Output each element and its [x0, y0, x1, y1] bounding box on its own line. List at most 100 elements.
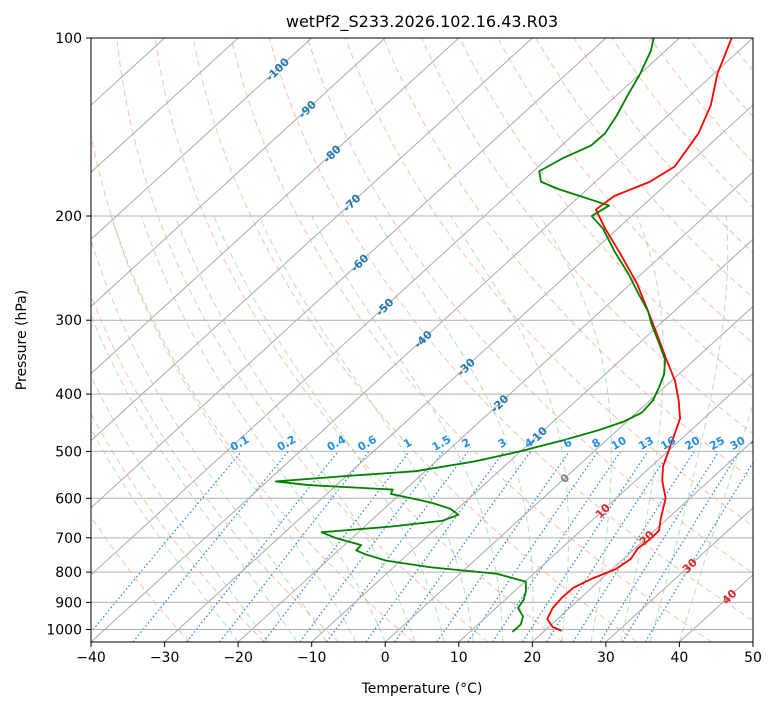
sounding-series	[274, 38, 733, 633]
mixing-ratio-line	[546, 451, 671, 642]
isotherm-line	[91, 38, 607, 509]
dry-adiabat-line	[154, 38, 563, 642]
dry-adiabat-line	[726, 38, 753, 72]
isotherm-line	[164, 104, 753, 642]
y-tick-label: 700	[55, 531, 82, 547]
moist-adiabat-line	[311, 215, 504, 642]
mixing-ratio-line	[132, 451, 289, 642]
x-tick-label: 50	[744, 650, 762, 666]
mixing-ratio-line	[492, 451, 622, 642]
moist-adiabat-line	[174, 215, 416, 642]
dry-adiabat-line	[344, 38, 753, 527]
dry-adiabat-line	[765, 38, 775, 642]
y-tick-label: 400	[55, 387, 82, 403]
isotherm-line	[458, 372, 753, 642]
x-tick-label: −30	[150, 650, 180, 666]
mixing-ratio-label: 0.1	[228, 433, 251, 454]
chart-title: wetPf2_S233.2026.102.16.43.R03	[286, 12, 558, 32]
x-tick-label: 0	[381, 650, 390, 666]
isotherm-line	[91, 38, 239, 173]
plot-area: -100-90-80-70-60-50-40-30-20-10010203040…	[91, 38, 775, 642]
isotherm-line	[384, 305, 753, 642]
y-tick-label: 800	[55, 565, 82, 581]
isotherm-line	[91, 38, 313, 241]
mixing-ratio-label: 30	[728, 434, 748, 453]
moist-adiabat-line	[620, 215, 665, 642]
mixing-ratio-line	[91, 451, 242, 634]
y-tick-label: 1000	[46, 623, 82, 639]
mixing-ratio-line	[467, 451, 599, 642]
dry-adiabat-line	[306, 38, 753, 574]
isotherm-line	[91, 38, 460, 375]
mixing-ratio-label: 36	[748, 434, 768, 453]
mixing-ratio-label: 16	[658, 434, 678, 453]
isotherm-line	[311, 238, 753, 642]
dry-adiabat-line	[91, 515, 191, 642]
mixing-ratio-line	[326, 451, 469, 642]
mixing-ratio-label: 0.2	[275, 433, 298, 454]
moist-adiabat-line	[91, 428, 239, 642]
x-tick-label: −20	[223, 650, 253, 666]
mixing-ratio-line	[186, 451, 339, 642]
y-tick-label: 500	[55, 444, 82, 460]
mixing-ratio-lines	[91, 451, 753, 642]
y-axis-label: Pressure (hPa)	[14, 290, 30, 390]
dry-adiabat-line	[91, 412, 265, 642]
dry-adiabat-line	[192, 38, 638, 642]
mixing-ratio-label: 1	[401, 436, 414, 451]
moist-adiabat-line	[91, 375, 268, 642]
x-tick-label: −10	[297, 650, 327, 666]
y-tick-label: 300	[55, 313, 82, 329]
dry-adiabat-line	[116, 38, 489, 642]
isotherm-line	[531, 439, 753, 642]
isotherm-line	[91, 38, 533, 442]
dry-adiabat-line	[268, 38, 753, 622]
moist-adiabat-line	[374, 215, 534, 642]
moist-adiabat-line	[450, 215, 570, 642]
mixing-ratio-line	[622, 451, 740, 642]
moist-adiabat-line	[539, 215, 612, 642]
moist-adiabat-line	[91, 238, 327, 642]
x-axis-label: Temperature (°C)	[361, 681, 483, 697]
mixing-ratio-line	[299, 451, 444, 642]
mixing-ratio-label: 1.5	[430, 433, 453, 454]
y-axis-ticks: 100 200 300 400 500 600 700 800 900 1000	[46, 31, 91, 639]
mixing-ratio-line	[521, 451, 649, 642]
moist-adiabat-line	[91, 313, 298, 642]
moist-adiabat-line	[258, 215, 474, 642]
y-tick-label: 600	[55, 491, 82, 507]
isotherm-line	[752, 641, 753, 642]
isotherm-line	[605, 507, 753, 642]
isotherm-line	[91, 38, 753, 642]
mixing-ratio-label: 0.6	[356, 433, 380, 454]
y-tick-label: 100	[55, 31, 82, 47]
mixing-ratio-line	[365, 451, 505, 642]
moist-adiabat-line	[649, 216, 729, 642]
dry-adiabat-line	[535, 38, 753, 299]
moist-adiabat-line	[213, 215, 445, 642]
dry-adiabat-line	[91, 132, 414, 642]
mixing-ratio-label: 20	[683, 434, 703, 453]
mixing-ratio-line	[263, 451, 411, 642]
mixing-ratio-label: 0.4	[325, 433, 349, 454]
mixing-ratio-label: 2	[460, 436, 473, 451]
isotherm-line	[91, 38, 386, 308]
moist-adiabat-line	[110, 215, 357, 642]
plot-frame	[90, 37, 754, 643]
x-tick-label: −40	[76, 650, 106, 666]
x-axis-ticks: −40 −30 −20 −10 0 10 20 30 40 50	[76, 642, 762, 666]
isobar-gridlines	[91, 38, 753, 630]
x-tick-label: 30	[597, 650, 615, 666]
moist-adiabat-line	[140, 215, 386, 642]
temperature-profile-line	[546, 38, 733, 632]
x-tick-label: 10	[450, 650, 468, 666]
mixing-ratio-label: 10	[609, 434, 629, 453]
mixing-ratio-line	[572, 451, 695, 642]
mixing-ratio-line	[436, 451, 570, 642]
mixing-ratio-line	[599, 451, 720, 642]
y-tick-label: 900	[55, 595, 82, 611]
dry-adiabat-line	[649, 38, 753, 163]
x-tick-label: 40	[670, 650, 688, 666]
